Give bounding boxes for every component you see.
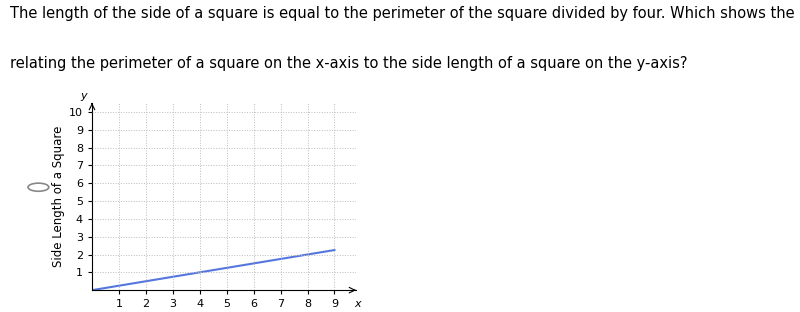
- Text: x: x: [354, 299, 361, 309]
- Text: y: y: [80, 91, 86, 101]
- Y-axis label: Side Length of a Square: Side Length of a Square: [52, 126, 65, 267]
- Text: relating the perimeter of a square on the x-axis to the side length of a square : relating the perimeter of a square on th…: [10, 56, 687, 71]
- Text: The length of the side of a square is equal to the perimeter of the square divid: The length of the side of a square is eq…: [10, 6, 800, 21]
